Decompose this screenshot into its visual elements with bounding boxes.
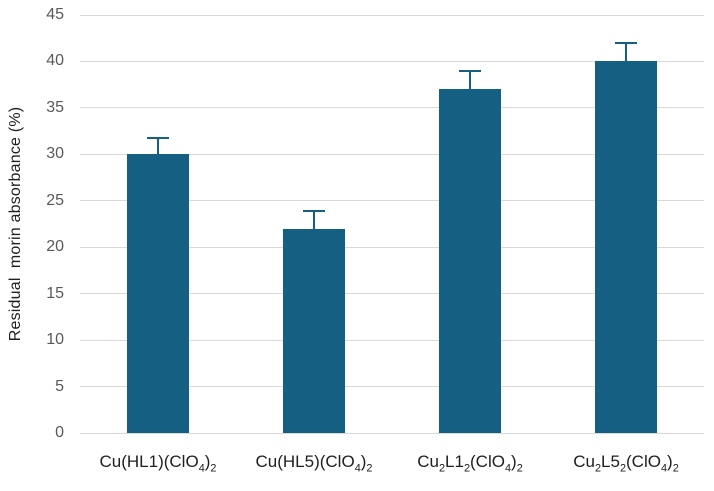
bar: [283, 228, 345, 433]
error-bar-cap: [459, 69, 481, 72]
gridline: [80, 432, 704, 434]
bar: [595, 61, 657, 433]
gridline: [80, 200, 704, 202]
y-tick-label: 15: [46, 284, 64, 302]
y-tick-label: 5: [55, 377, 64, 395]
error-bar-cap: [303, 209, 325, 212]
gridline: [80, 386, 704, 388]
y-tick-label: 10: [46, 331, 64, 349]
y-tick-label: 40: [46, 52, 64, 70]
gridline: [80, 60, 704, 62]
gridline: [80, 107, 704, 109]
bar: [439, 89, 501, 433]
error-bar-line: [469, 70, 471, 90]
y-tick-label: 25: [46, 191, 64, 209]
y-axis-title: Residual morin absorbance (%): [7, 106, 24, 342]
y-tick-label: 0: [55, 424, 64, 441]
y-tick-label: 45: [46, 6, 64, 23]
y-tick-label: 20: [46, 238, 64, 256]
x-axis-label: Cu2L12(ClO4)2: [417, 452, 523, 475]
x-axis-label: Cu(HL1)(ClO4)2: [99, 452, 217, 475]
bar: [127, 154, 189, 433]
error-bar-line: [313, 210, 315, 229]
gridline: [80, 14, 704, 16]
gridline: [80, 153, 704, 155]
error-bar-cap: [147, 136, 169, 139]
gridline: [80, 246, 704, 248]
y-tick-label: 30: [46, 145, 64, 163]
y-tick-label: 35: [46, 98, 64, 116]
x-axis-label: Cu(HL5)(ClO4)2: [255, 452, 373, 475]
x-axis-label: Cu2L52(ClO4)2: [573, 452, 679, 475]
error-bar-line: [157, 137, 159, 155]
gridline: [80, 293, 704, 295]
gridline: [80, 339, 704, 341]
error-bar-cap: [615, 41, 637, 44]
error-bar-line: [625, 42, 627, 62]
